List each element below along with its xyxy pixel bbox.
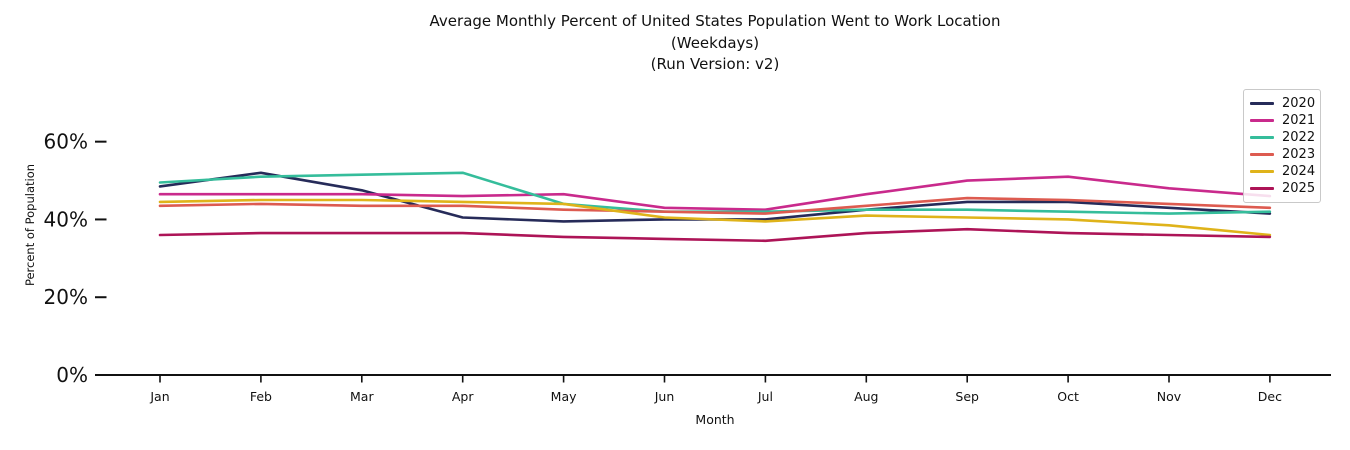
legend-label: 2025 [1282, 181, 1316, 196]
x-tick-label: Feb [250, 389, 272, 404]
x-tick-label: Apr [452, 389, 474, 404]
y-tick-label: 60% [44, 130, 88, 154]
series-line-2024 [158, 198, 1272, 237]
chart-title-line2: (Weekdays) [670, 33, 760, 52]
legend-item-2020: 2020 [1250, 95, 1316, 112]
legend-label: 2024 [1282, 164, 1316, 179]
x-tick-label: Dec [1258, 389, 1282, 404]
x-tick-label: Oct [1057, 389, 1079, 404]
legend-swatch-line [1250, 119, 1274, 122]
x-tick-label: Jul [757, 389, 773, 404]
legend-label: 2022 [1282, 130, 1316, 145]
series-line-2021 [158, 175, 1272, 211]
chart-title: Average Monthly Percent of United States… [99, 11, 1331, 76]
y-tick-label: 20% [44, 285, 88, 309]
legend-label: 2021 [1282, 113, 1316, 128]
legend-swatch-line [1250, 153, 1274, 156]
legend-item-2021: 2021 [1250, 112, 1316, 129]
legend-swatch-line [1250, 170, 1274, 173]
x-tick-label: Aug [854, 389, 878, 404]
x-tick-label: May [551, 389, 577, 404]
legend-label: 2023 [1282, 147, 1316, 162]
y-tick-label: 40% [44, 207, 88, 231]
legend-swatch-line [1250, 187, 1274, 190]
chart-title-line1: Average Monthly Percent of United States… [429, 12, 1001, 30]
x-tick-label: Mar [350, 389, 374, 404]
series-line-2025 [158, 227, 1272, 243]
series-line-2023 [158, 196, 1272, 215]
legend-item-2022: 2022 [1250, 129, 1316, 146]
legend-item-2024: 2024 [1250, 163, 1316, 180]
x-tick-label: Nov [1157, 389, 1182, 404]
x-tick-label: Jun [654, 389, 675, 404]
legend: 2020 2021 2022 2023 2024 2025 [1243, 89, 1321, 203]
legend-swatch-line [1250, 136, 1274, 139]
x-axis-label: Month [695, 412, 735, 427]
legend-label: 2020 [1282, 96, 1316, 111]
legend-item-2025: 2025 [1250, 180, 1316, 197]
chart-title-line3: (Run Version: v2) [650, 55, 780, 73]
legend-swatch-line [1250, 102, 1274, 105]
y-tick-label: 0% [56, 363, 88, 387]
x-tick-label: Jan [149, 389, 169, 404]
legend-item-2023: 2023 [1250, 146, 1316, 163]
x-tick-label: Sep [955, 389, 979, 404]
